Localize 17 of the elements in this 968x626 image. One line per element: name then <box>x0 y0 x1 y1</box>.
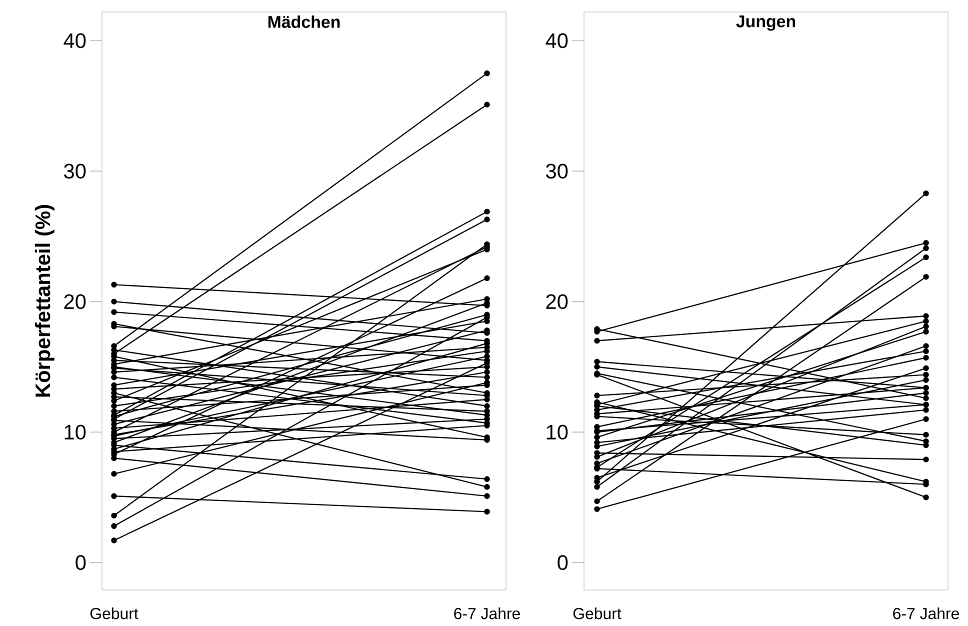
chart-title: Mädchen <box>268 16 340 28</box>
chart-title: Jungen <box>736 16 796 31</box>
x-tick-label: 6-7 Jahre <box>893 608 959 620</box>
x-tick-label: Geburt <box>573 608 622 620</box>
y-axis-title: Körperfettanteil (%) <box>34 205 54 397</box>
x-tick-label: Geburt <box>90 608 138 620</box>
y-tick-label: 0 <box>558 555 568 570</box>
y-tick-label: 20 <box>64 294 86 310</box>
x-tick-label: 6-7 Jahre <box>454 608 520 620</box>
y-tick-label: 40 <box>64 33 86 48</box>
y-tick-label: 30 <box>64 164 86 179</box>
y-tick-label: 10 <box>546 424 568 440</box>
y-tick-label: 40 <box>546 33 568 48</box>
y-tick-label: 30 <box>546 164 568 179</box>
y-tick-label: 20 <box>546 294 568 310</box>
y-tick-label: 0 <box>76 555 86 570</box>
y-tick-label: 10 <box>64 424 86 440</box>
